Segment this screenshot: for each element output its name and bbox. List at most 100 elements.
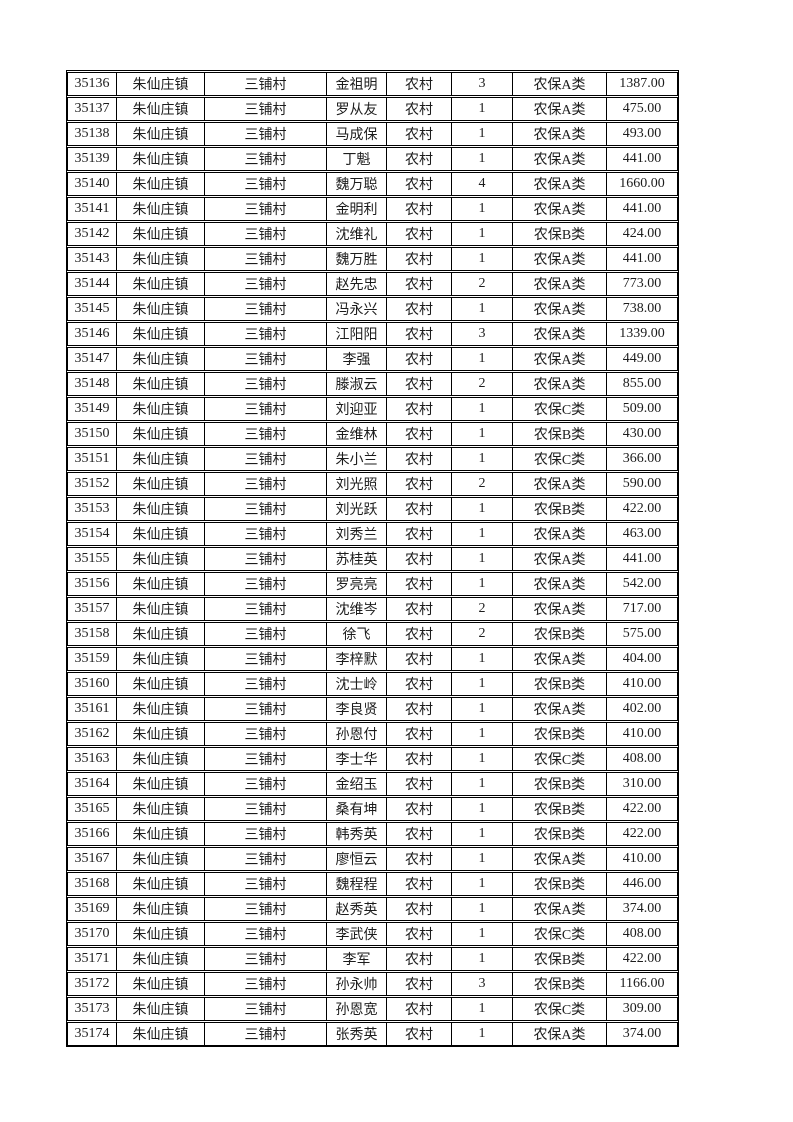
cell-member-count: 2 [451,598,512,620]
cell-member-count: 1 [451,823,512,845]
cell-village: 三铺村 [204,798,326,820]
cell-amount: 717.00 [606,598,677,620]
cell-insurance-category: 农保A类 [512,698,606,720]
cell-member-count: 1 [451,748,512,770]
cell-residence-type: 农村 [386,248,451,270]
cell-amount: 374.00 [606,1023,677,1045]
cell-member-count: 1 [451,648,512,670]
cell-insurance-category: 农保B类 [512,873,606,895]
cell-person-name: 罗亮亮 [326,573,386,595]
cell-amount: 430.00 [606,423,677,445]
cell-amount: 773.00 [606,273,677,295]
cell-insurance-category: 农保B类 [512,948,606,970]
cell-member-count: 1 [451,348,512,370]
table-row: 35169 朱仙庄镇 三铺村 赵秀英 农村 1 农保A类 374.00 [67,897,678,921]
cell-record-id: 35174 [74,1026,110,1041]
cell-village: 三铺村 [204,248,326,270]
cell-amount: 309.00 [606,998,677,1020]
cell-person-name: 苏桂英 [326,548,386,570]
cell-amount: 1387.00 [606,73,677,95]
cell-record-id: 35168 [74,876,110,891]
cell-record-id: 35172 [74,976,110,991]
cell-residence-type: 农村 [386,873,451,895]
table-row: 35136 朱仙庄镇 三铺村 金祖明 农村 3 农保A类 1387.00 [67,72,678,96]
cell-record-id: 35164 [74,776,110,791]
cell-person-name: 刘光照 [326,473,386,495]
cell-record-id: 35159 [74,651,110,666]
cell-amount: 441.00 [606,198,677,220]
cell-person-name: 冯永兴 [326,298,386,320]
cell-town: 朱仙庄镇 [116,73,204,95]
cell-amount: 542.00 [606,573,677,595]
cell-member-count: 1 [451,548,512,570]
table-row: 35161 朱仙庄镇 三铺村 李良贤 农村 1 农保A类 402.00 [67,697,678,721]
cell-record-id: 35161 [74,701,110,716]
cell-person-name: 魏万胜 [326,248,386,270]
cell-village: 三铺村 [204,698,326,720]
cell-person-name: 廖恒云 [326,848,386,870]
cell-town: 朱仙庄镇 [116,898,204,920]
cell-insurance-category: 农保A类 [512,573,606,595]
cell-person-name: 金维林 [326,423,386,445]
cell-village: 三铺村 [204,848,326,870]
cell-village: 三铺村 [204,623,326,645]
cell-member-count: 1 [451,398,512,420]
cell-amount: 410.00 [606,673,677,695]
cell-person-name: 沈维岑 [326,598,386,620]
cell-town: 朱仙庄镇 [116,773,204,795]
cell-town: 朱仙庄镇 [116,723,204,745]
cell-record-id: 35144 [74,276,110,291]
cell-member-count: 3 [451,973,512,995]
cell-village: 三铺村 [204,373,326,395]
table-row: 35146 朱仙庄镇 三铺村 江阳阳 农村 3 农保A类 1339.00 [67,322,678,346]
cell-record-id: 35157 [74,601,110,616]
cell-village: 三铺村 [204,948,326,970]
cell-insurance-category: 农保C类 [512,398,606,420]
cell-village: 三铺村 [204,773,326,795]
cell-member-count: 2 [451,623,512,645]
cell-record-id: 35149 [74,401,110,416]
cell-town: 朱仙庄镇 [116,123,204,145]
table-row: 35141 朱仙庄镇 三铺村 金明利 农村 1 农保A类 441.00 [67,197,678,221]
cell-record-id: 35166 [74,826,110,841]
cell-member-count: 1 [451,998,512,1020]
cell-village: 三铺村 [204,323,326,345]
cell-village: 三铺村 [204,748,326,770]
cell-insurance-category: 农保B类 [512,423,606,445]
cell-residence-type: 农村 [386,898,451,920]
cell-insurance-category: 农保A类 [512,123,606,145]
cell-town: 朱仙庄镇 [116,598,204,620]
cell-person-name: 马成保 [326,123,386,145]
cell-member-count: 1 [451,798,512,820]
cell-town: 朱仙庄镇 [116,523,204,545]
cell-residence-type: 农村 [386,373,451,395]
cell-insurance-category: 农保B类 [512,623,606,645]
cell-record-id: 35140 [74,176,110,191]
cell-member-count: 3 [451,73,512,95]
cell-residence-type: 农村 [386,448,451,470]
cell-insurance-category: 农保A类 [512,548,606,570]
cell-insurance-category: 农保A类 [512,298,606,320]
cell-person-name: 刘光跃 [326,498,386,520]
cell-member-count: 1 [451,773,512,795]
cell-record-id: 35147 [74,351,110,366]
cell-town: 朱仙庄镇 [116,923,204,945]
cell-amount: 310.00 [606,773,677,795]
table-row: 35165 朱仙庄镇 三铺村 桑有坤 农村 1 农保B类 422.00 [67,797,678,821]
cell-person-name: 孙永帅 [326,973,386,995]
cell-insurance-category: 农保B类 [512,773,606,795]
cell-person-name: 桑有坤 [326,798,386,820]
cell-village: 三铺村 [204,598,326,620]
cell-residence-type: 农村 [386,748,451,770]
cell-record-id: 35142 [74,226,110,241]
cell-record-id: 35154 [74,526,110,541]
table-row: 35144 朱仙庄镇 三铺村 赵先忠 农村 2 农保A类 773.00 [67,272,678,296]
cell-town: 朱仙庄镇 [116,323,204,345]
cell-amount: 475.00 [606,98,677,120]
cell-village: 三铺村 [204,198,326,220]
cell-amount: 422.00 [606,798,677,820]
cell-record-id: 35136 [74,76,110,91]
cell-village: 三铺村 [204,923,326,945]
cell-town: 朱仙庄镇 [116,823,204,845]
